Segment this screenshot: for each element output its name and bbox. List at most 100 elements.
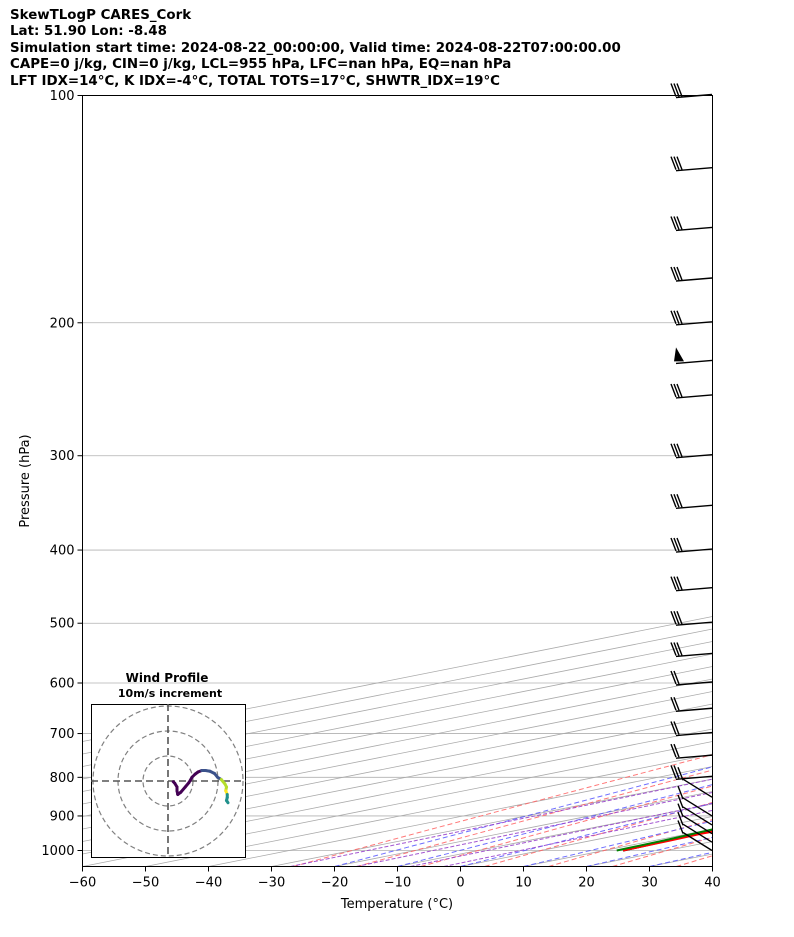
mixing-ratio-line — [443, 809, 713, 867]
wind-barb — [670, 765, 713, 781]
isotherm-line — [82, 666, 713, 792]
y-tick-label: 300 — [50, 449, 75, 464]
wind-barb — [670, 743, 713, 759]
wind-barb — [670, 443, 713, 459]
wind-barb — [670, 537, 713, 553]
x-tick-label: −60 — [69, 876, 96, 891]
moist-adiabat — [586, 836, 713, 867]
dry-adiabat — [548, 819, 713, 867]
isotherm-line — [649, 853, 713, 867]
isotherm-line — [82, 678, 713, 805]
header-cape-line: CAPE=0 j/kg, CIN=0 j/kg, LCL=955 hPa, LF… — [10, 57, 512, 73]
moist-adiabat — [776, 96, 794, 867]
x-axis-label: Temperature (°C) — [340, 897, 453, 912]
moist-adiabat — [397, 784, 713, 867]
hodograph-title: Wind Profile — [126, 671, 209, 685]
x-tick-label: 0 — [456, 876, 464, 891]
dewpoint-line — [616, 828, 713, 852]
isotherm-line — [82, 716, 713, 842]
y-tick-label: 500 — [50, 617, 75, 632]
wind-barb — [670, 494, 713, 509]
isotherm-line — [523, 828, 713, 867]
header: SkewTLogP CARES_Cork Lat: 51.90 Lon: -8.… — [10, 8, 621, 90]
wind-barb — [677, 785, 713, 817]
wind-barb — [670, 721, 713, 737]
wind-barb — [670, 156, 713, 172]
hodograph-subtitle: 10m/s increment — [118, 687, 222, 700]
isotherm-line — [208, 766, 713, 867]
profile-layer — [616, 828, 713, 852]
header-location: Lat: 51.90 Lon: -8.48 — [10, 24, 167, 40]
x-tick-label: 20 — [578, 876, 595, 891]
mixing-ratio-line — [356, 791, 713, 867]
wind-barb — [670, 383, 713, 399]
parcel-profile-line — [622, 828, 713, 852]
wind-barb — [677, 766, 713, 798]
wind-barb — [670, 216, 713, 232]
wind-barb — [670, 610, 713, 626]
isotherm-line — [460, 816, 713, 867]
wind-barb — [677, 803, 713, 835]
wind-barb — [670, 642, 713, 658]
hodograph-inset: Wind Profile 10m/s increment — [91, 671, 246, 858]
wind-barb — [677, 811, 713, 843]
x-tick-label: 30 — [641, 876, 658, 891]
dry-adiabat — [484, 801, 713, 867]
cin-shaded-region — [623, 829, 713, 851]
x-tick-label: −10 — [384, 876, 411, 891]
dry-adiabat — [676, 855, 713, 867]
isotherm-line — [586, 841, 713, 867]
moist-adiabat — [460, 802, 713, 867]
isotherm-line — [334, 791, 713, 867]
wind-barbs-layer — [670, 83, 713, 852]
wind-barb — [670, 670, 713, 686]
wind-barb — [677, 794, 713, 826]
isotherm-line — [397, 803, 713, 867]
x-tick-label: −40 — [195, 876, 222, 891]
moist-adiabat — [334, 766, 713, 867]
isotherm-line — [82, 703, 713, 830]
header-title: SkewTLogP CARES_Cork — [10, 8, 192, 23]
x-tick-label: −30 — [258, 876, 285, 891]
y-tick-label: 700 — [50, 727, 75, 742]
moist-adiabat — [649, 851, 713, 867]
wind-barb — [670, 310, 713, 326]
mixing-ratio-line — [410, 802, 713, 867]
wind-barb — [677, 820, 713, 852]
x-tick-label: −20 — [321, 876, 348, 891]
temperature-line — [622, 830, 713, 852]
moist-adiabat — [712, 865, 713, 867]
cin-fill-layer — [623, 829, 713, 851]
dry-adiabat — [612, 836, 713, 867]
y-tick-label: 1000 — [41, 844, 74, 859]
y-tick-label: 100 — [50, 89, 75, 104]
y-tick-label: 900 — [50, 809, 75, 824]
y-tick-label: 600 — [50, 677, 75, 692]
axis-ticks: −60 −50 −40 −30 −20 −10 0 10 20 30 40 1000 900 800 700… — [41, 89, 720, 891]
header-indices-line: LFT IDX=14°C, K IDX=-4°C, TOTAL TOTS=17°… — [10, 73, 500, 89]
header-times: Simulation start time: 2024-08-22_00:00:… — [10, 40, 621, 56]
wind-barb — [670, 696, 713, 712]
wind-barb — [670, 266, 713, 282]
isotherm-line — [712, 866, 713, 867]
moist-adiabat — [523, 820, 713, 867]
isotherm-line — [82, 691, 713, 817]
dry-adiabat — [356, 769, 713, 867]
isotherm-line — [82, 728, 713, 855]
y-tick-label: 800 — [50, 771, 75, 786]
x-tick-label: −50 — [132, 876, 159, 891]
y-tick-label: 200 — [50, 316, 75, 331]
mixing-ratio-line — [290, 778, 713, 867]
wind-barb — [670, 576, 713, 592]
dry-adiabat — [740, 96, 794, 867]
dry-adiabat — [420, 785, 713, 867]
hodograph-segment — [225, 799, 230, 805]
wind-barb — [674, 347, 713, 365]
y-tick-label: 400 — [50, 544, 75, 559]
x-tick-label: 10 — [515, 876, 532, 891]
x-tick-label: 40 — [704, 876, 721, 891]
isotherm-line — [82, 653, 713, 780]
y-axis-label: Pressure (hPa) — [18, 434, 33, 527]
dry-adiabat — [292, 754, 713, 867]
